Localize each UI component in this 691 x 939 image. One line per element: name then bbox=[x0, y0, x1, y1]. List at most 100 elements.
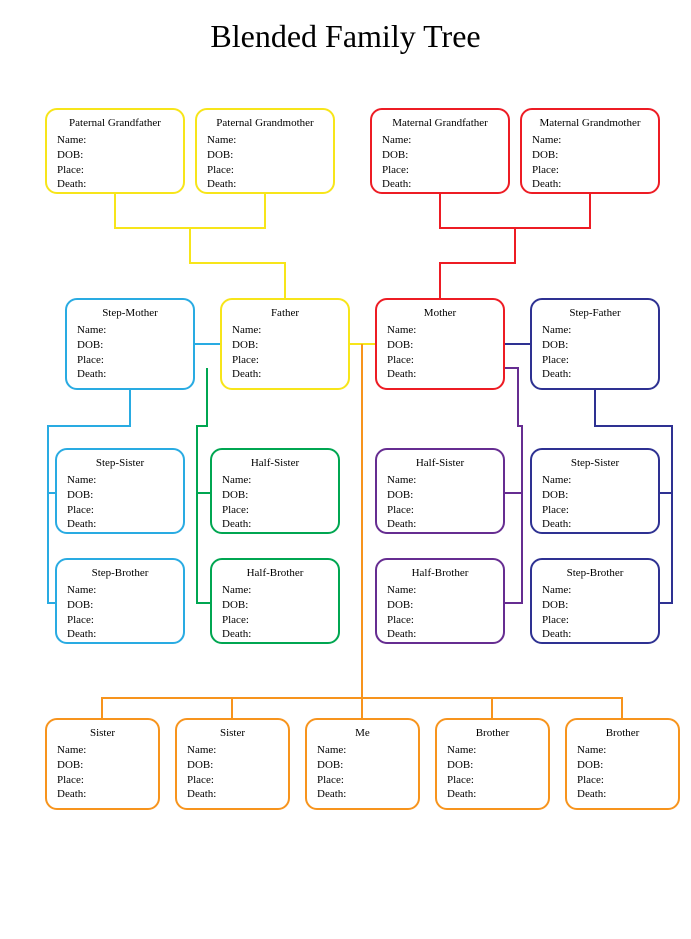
node-field: Place: bbox=[67, 503, 173, 518]
node-field: Place: bbox=[317, 773, 408, 788]
node-field: Death: bbox=[542, 367, 648, 382]
node-role: Sister bbox=[57, 726, 148, 741]
node-role: Half-Sister bbox=[387, 456, 493, 471]
node-field: DOB: bbox=[542, 338, 648, 353]
node-brother2: BrotherName:DOB:Place:Death: bbox=[565, 718, 680, 810]
node-field: Death: bbox=[382, 177, 498, 192]
node-sister2: SisterName:DOB:Place:Death: bbox=[175, 718, 290, 810]
node-field: DOB: bbox=[222, 598, 328, 613]
node-field: DOB: bbox=[67, 488, 173, 503]
node-field: Name: bbox=[382, 133, 498, 148]
node-field: Death: bbox=[447, 787, 538, 802]
node-field: Name: bbox=[187, 743, 278, 758]
node-field: Name: bbox=[67, 473, 173, 488]
node-role: Sister bbox=[187, 726, 278, 741]
node-role: Half-Sister bbox=[222, 456, 328, 471]
node-role: Mother bbox=[387, 306, 493, 321]
node-field: Place: bbox=[232, 353, 338, 368]
node-field: DOB: bbox=[67, 598, 173, 613]
node-field: Place: bbox=[387, 353, 493, 368]
node-field: DOB: bbox=[577, 758, 668, 773]
node-mat-gm: Maternal GrandmotherName:DOB:Place:Death… bbox=[520, 108, 660, 194]
node-role: Father bbox=[232, 306, 338, 321]
node-field: Death: bbox=[67, 517, 173, 532]
node-role: Step-Sister bbox=[542, 456, 648, 471]
node-field: Death: bbox=[57, 787, 148, 802]
node-field: Death: bbox=[577, 787, 668, 802]
node-field: DOB: bbox=[387, 598, 493, 613]
node-field: Death: bbox=[387, 367, 493, 382]
node-field: DOB: bbox=[232, 338, 338, 353]
node-stepsis-l: Step-Sister Name:DOB:Place:Death: bbox=[55, 448, 185, 534]
node-field: Place: bbox=[387, 613, 493, 628]
node-field: Death: bbox=[67, 627, 173, 642]
page-title: Blended Family Tree bbox=[0, 18, 691, 55]
node-field: Place: bbox=[382, 163, 498, 178]
node-field: Name: bbox=[542, 323, 648, 338]
node-me: Me Name:DOB:Place:Death: bbox=[305, 718, 420, 810]
node-field: Place: bbox=[387, 503, 493, 518]
node-sister1: SisterName:DOB:Place:Death: bbox=[45, 718, 160, 810]
connector bbox=[440, 228, 515, 298]
node-brother1: BrotherName:DOB:Place:Death: bbox=[435, 718, 550, 810]
node-stepbro-r: Step-BrotherName:DOB:Place:Death: bbox=[530, 558, 660, 644]
node-field: Place: bbox=[57, 163, 173, 178]
node-field: Death: bbox=[317, 787, 408, 802]
node-field: Name: bbox=[447, 743, 538, 758]
node-field: Death: bbox=[542, 627, 648, 642]
node-mat-gf: Maternal Grandfather Name:DOB:Place:Death… bbox=[370, 108, 510, 194]
node-halfsis-r: Half-SisterName:DOB:Place:Death: bbox=[375, 448, 505, 534]
node-field: Death: bbox=[207, 177, 323, 192]
node-pat-gf: Paternal GrandfatherName:DOB:Place:Death… bbox=[45, 108, 185, 194]
node-field: Name: bbox=[222, 473, 328, 488]
connector bbox=[102, 698, 622, 718]
node-father: Father Name:DOB:Place:Death: bbox=[220, 298, 350, 390]
node-field: Death: bbox=[77, 367, 183, 382]
node-role: Brother bbox=[447, 726, 538, 741]
node-role: Step-Brother bbox=[67, 566, 173, 581]
node-field: Place: bbox=[222, 503, 328, 518]
node-pat-gm: Paternal GrandmotherName:DOB:Place:Death… bbox=[195, 108, 335, 194]
node-role: Step-Sister bbox=[67, 456, 173, 471]
node-halfsis-l: Half-SisterName:DOB:Place:Death: bbox=[210, 448, 340, 534]
node-field: DOB: bbox=[532, 148, 648, 163]
node-role: Brother bbox=[577, 726, 668, 741]
node-field: Name: bbox=[232, 323, 338, 338]
connector bbox=[48, 493, 55, 603]
node-role: Maternal Grandmother bbox=[532, 116, 648, 131]
node-field: DOB: bbox=[317, 758, 408, 773]
node-role: Paternal Grandfather bbox=[57, 116, 173, 131]
node-field: DOB: bbox=[382, 148, 498, 163]
node-halfbro-l: Half-BrotherName:DOB:Place:Death: bbox=[210, 558, 340, 644]
node-field: Name: bbox=[387, 323, 493, 338]
connector bbox=[115, 194, 265, 228]
node-field: Name: bbox=[542, 473, 648, 488]
node-stepfather: Step-FatherName:DOB:Place:Death: bbox=[530, 298, 660, 390]
node-field: Death: bbox=[57, 177, 173, 192]
node-field: Name: bbox=[387, 583, 493, 598]
node-halfbro-r: Half-BrotherName:DOB:Place:Death: bbox=[375, 558, 505, 644]
node-field: Death: bbox=[187, 787, 278, 802]
node-field: Death: bbox=[532, 177, 648, 192]
node-field: Place: bbox=[542, 353, 648, 368]
node-role: Me bbox=[317, 726, 408, 741]
node-field: Death: bbox=[542, 517, 648, 532]
node-field: Name: bbox=[532, 133, 648, 148]
node-field: Name: bbox=[542, 583, 648, 598]
node-field: DOB: bbox=[447, 758, 538, 773]
node-field: Name: bbox=[222, 583, 328, 598]
node-field: Death: bbox=[222, 627, 328, 642]
node-role: Maternal Grandfather bbox=[382, 116, 498, 131]
connector bbox=[440, 194, 590, 228]
node-field: Name: bbox=[207, 133, 323, 148]
node-field: Name: bbox=[317, 743, 408, 758]
node-field: Name: bbox=[387, 473, 493, 488]
node-field: Name: bbox=[577, 743, 668, 758]
node-field: Death: bbox=[387, 517, 493, 532]
node-field: DOB: bbox=[57, 758, 148, 773]
node-field: Death: bbox=[232, 367, 338, 382]
node-role: Step-Mother bbox=[77, 306, 183, 321]
node-field: Name: bbox=[57, 743, 148, 758]
node-field: DOB: bbox=[387, 338, 493, 353]
node-field: DOB: bbox=[57, 148, 173, 163]
